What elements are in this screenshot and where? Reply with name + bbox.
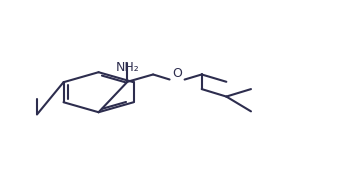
Text: NH₂: NH₂: [115, 61, 139, 74]
Text: O: O: [172, 67, 182, 80]
